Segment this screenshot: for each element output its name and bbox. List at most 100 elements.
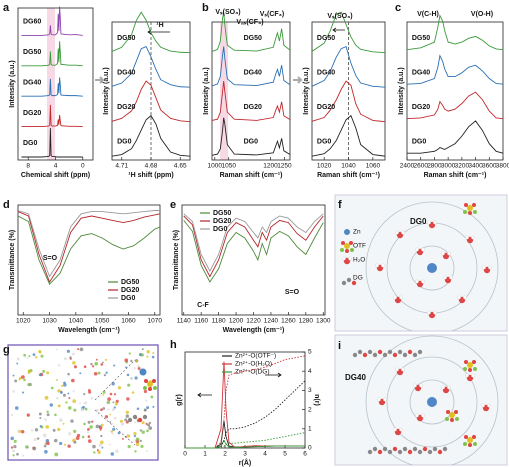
md-atom — [104, 415, 109, 419]
solvation-shell — [386, 356, 478, 448]
hydrogen-atom — [377, 397, 381, 402]
md-atom — [54, 413, 57, 417]
chain-atom — [442, 446, 448, 452]
hydrogen-atom — [427, 310, 431, 315]
annotation: Vₛ(CF₃) — [260, 11, 285, 18]
md-atom — [89, 425, 93, 429]
atom — [153, 386, 157, 390]
md-atom — [126, 397, 130, 401]
series-line — [111, 46, 191, 88]
md-atom — [92, 444, 96, 449]
md-atom — [10, 446, 14, 449]
atom — [464, 435, 468, 439]
hydrogen-atom — [433, 220, 437, 225]
atom — [464, 203, 468, 207]
md-atom — [16, 362, 19, 365]
series-line — [211, 117, 291, 156]
hydrogen-atom — [421, 279, 425, 284]
chain-atom — [402, 446, 408, 452]
series-line — [17, 211, 161, 283]
series-line — [21, 128, 83, 158]
atom — [473, 442, 477, 446]
md-atom — [124, 418, 128, 422]
hydrogen-atom — [463, 295, 467, 300]
hydrogen-atom — [399, 427, 403, 432]
highlight-band — [220, 22, 228, 160]
md-atom — [21, 454, 25, 457]
md-atom — [62, 422, 65, 425]
series-line — [185, 421, 305, 449]
series-line — [21, 77, 83, 97]
atom — [464, 360, 468, 364]
legend-label: DG20 — [213, 218, 231, 225]
legend-label: DG50 — [213, 210, 231, 217]
x-tick-label: 1220 — [246, 318, 261, 325]
x-tick-label: 1260 — [281, 318, 296, 325]
md-atom — [136, 407, 140, 411]
x-tick-label: 1030 — [42, 318, 57, 325]
panel-letter: a — [3, 2, 10, 14]
hydrogen-atom — [348, 256, 352, 261]
series-label: DG20 — [117, 104, 135, 111]
axis-arrow — [265, 372, 282, 378]
md-atom — [120, 422, 125, 426]
x-tick-label: 3 — [243, 451, 247, 458]
md-atom — [146, 355, 149, 358]
md-atom — [107, 397, 111, 401]
md-atom — [102, 390, 106, 394]
md-atom — [12, 374, 15, 377]
md-atom — [46, 413, 50, 417]
series-line — [185, 380, 306, 449]
series-label: DG50 — [317, 35, 335, 42]
md-atom — [121, 437, 124, 440]
md-atom — [87, 439, 92, 443]
chain-atom — [387, 349, 393, 355]
md-atom — [81, 435, 85, 439]
x-tick-label: 0 — [81, 163, 85, 170]
y2-tick-label: 3 — [308, 387, 312, 394]
md-atom — [152, 352, 155, 355]
md-atom — [42, 369, 46, 373]
md-atom — [100, 363, 104, 366]
md-atom — [80, 408, 84, 412]
series-line — [17, 215, 161, 286]
md-atom — [79, 372, 82, 375]
md-atom — [57, 389, 61, 393]
chain-atom — [367, 349, 373, 355]
x-tick-label: 1060 — [366, 163, 381, 170]
annotation: V(O-H) — [471, 11, 493, 18]
hydrogen-atom — [395, 367, 399, 372]
series-line — [185, 432, 306, 449]
md-atom — [73, 408, 77, 412]
md-atom — [72, 399, 77, 403]
md-atom — [38, 373, 42, 377]
x-tick-label: 1070 — [148, 318, 163, 325]
series-line — [311, 11, 386, 54]
md-atom — [97, 450, 101, 454]
x-tick-label: 6 — [303, 451, 307, 458]
md-atom — [95, 424, 100, 429]
chain-atom — [392, 446, 398, 452]
md-atom — [135, 442, 140, 447]
chain-atom — [352, 352, 358, 358]
md-atom — [129, 376, 134, 381]
md-atom — [34, 428, 39, 432]
md-atom — [146, 429, 149, 433]
md-atom — [25, 445, 29, 449]
x-tick-label: 2 — [223, 451, 227, 458]
md-atom — [115, 449, 119, 453]
md-atom — [57, 427, 61, 432]
md-atom — [135, 360, 138, 363]
y2-tick-label: 1 — [308, 426, 312, 433]
series-line — [21, 104, 83, 128]
md-atom — [147, 423, 151, 427]
series-label: DG40 — [412, 69, 430, 76]
md-atom — [59, 441, 63, 446]
chain-atom — [397, 449, 403, 455]
series-line — [406, 14, 504, 51]
md-atom — [99, 440, 104, 445]
md-atom — [134, 421, 137, 424]
series-line — [211, 81, 291, 121]
atom — [468, 443, 472, 447]
hydrogen-atom — [465, 373, 469, 378]
